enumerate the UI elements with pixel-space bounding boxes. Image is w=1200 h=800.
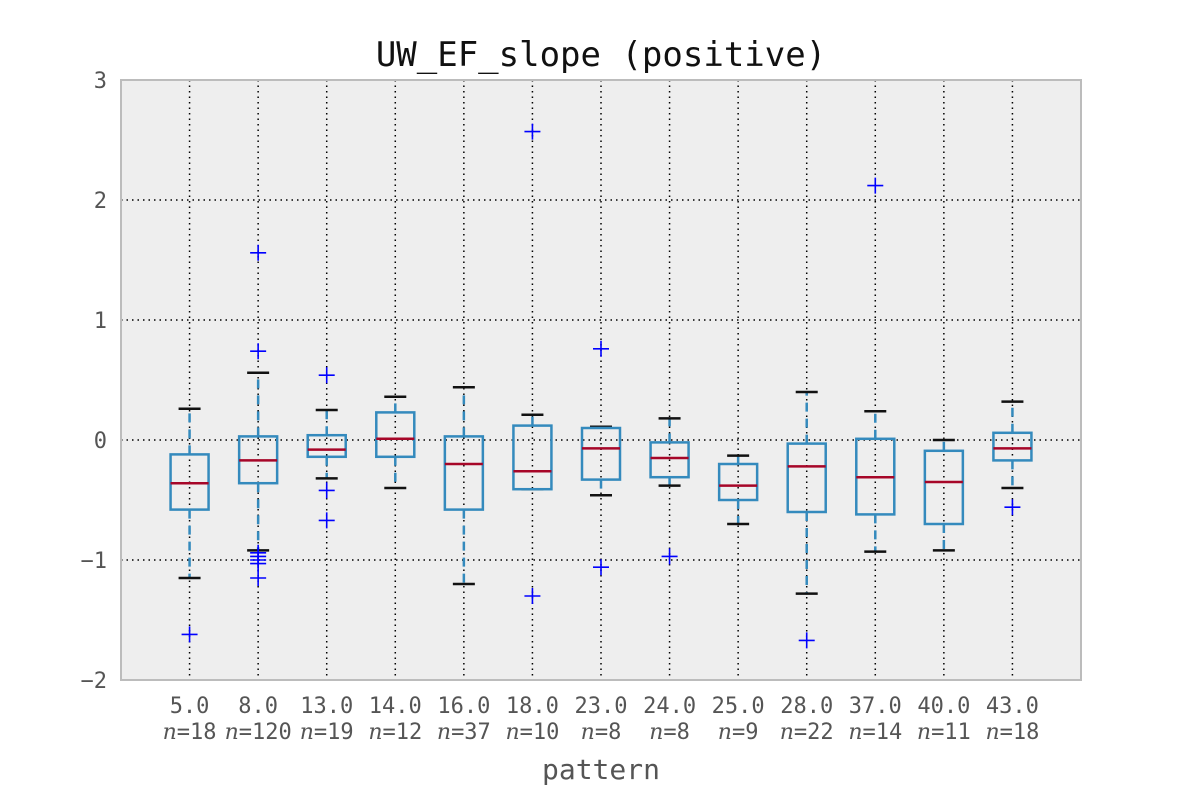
- x-tick-count: n=19: [300, 720, 354, 745]
- x-tick-label: 23.0: [575, 694, 628, 719]
- x-tick-label: 8.0: [238, 694, 278, 719]
- y-tick-label: 0: [94, 429, 107, 454]
- iqr-box: [443, 435, 485, 511]
- flier-point: [318, 367, 335, 384]
- y-axis-ticks: −2 −1 0 1 2 3: [81, 69, 108, 694]
- flier-point: [250, 343, 267, 360]
- box-series: [169, 123, 1033, 649]
- flier-point: [250, 555, 267, 572]
- box-5.0: [169, 407, 210, 643]
- box-16.0: [443, 385, 485, 586]
- flier-point: [181, 626, 198, 643]
- x-tick-count: n=14: [848, 720, 902, 745]
- x-tick-label: 25.0: [712, 694, 765, 719]
- iqr-box: [375, 411, 416, 459]
- flier-point: [524, 588, 541, 604]
- flier-point: [867, 177, 884, 194]
- iqr-box: [923, 449, 965, 526]
- x-tick-count: n=10: [505, 720, 559, 745]
- box-14.0: [375, 395, 416, 490]
- flier-point: [318, 512, 335, 529]
- x-tick-label: 13.0: [300, 694, 353, 719]
- y-tick-label: 2: [94, 189, 107, 214]
- x-tick-label: 5.0: [170, 694, 210, 719]
- box-13.0: [306, 367, 347, 529]
- box-23.0: [580, 340, 622, 576]
- iqr-box: [580, 426, 622, 481]
- box-40.0: [923, 438, 965, 552]
- iqr-box: [786, 442, 827, 514]
- x-tick-label: 16.0: [437, 694, 490, 719]
- x-tick-count: n=8: [581, 720, 622, 745]
- x-tick-count: n=8: [649, 720, 690, 745]
- flier-point: [250, 570, 267, 586]
- flier-point: [661, 548, 678, 565]
- x-tick-label: 18.0: [506, 694, 559, 719]
- x-tick-label: 14.0: [369, 694, 422, 719]
- flier-point: [1004, 499, 1021, 516]
- chart-title: UW_EF_slope (positive): [376, 35, 826, 75]
- x-tick-count: n=9: [718, 720, 759, 745]
- y-tick-label: 3: [94, 69, 107, 94]
- x-tick-label: 28.0: [780, 694, 833, 719]
- flier-point: [593, 340, 609, 357]
- iqr-box: [649, 441, 690, 479]
- box-28.0: [786, 390, 827, 649]
- x-tick-count: n=120: [225, 720, 292, 745]
- x-axis-ticks: 5.0n=188.0n=12013.0n=1914.0n=1216.0n=371…: [163, 694, 1040, 745]
- x-tick-count: n=18: [985, 720, 1039, 745]
- flier-point: [250, 244, 267, 261]
- box-24.0: [649, 417, 690, 565]
- plot-frame: [120, 79, 1082, 681]
- plot-area: [121, 80, 1081, 680]
- x-tick-label: 37.0: [849, 694, 902, 719]
- iqr-box: [306, 433, 347, 459]
- box-37.0: [855, 177, 896, 553]
- x-axis-label: pattern: [542, 753, 660, 786]
- flier-point: [593, 559, 609, 576]
- y-tick-label: −2: [81, 669, 108, 694]
- iqr-box: [717, 462, 759, 502]
- x-tick-label: 43.0: [986, 694, 1039, 719]
- x-tick-count: n=12: [368, 720, 422, 745]
- flier-point: [524, 123, 541, 140]
- x-tick-count: n=37: [437, 720, 491, 745]
- flier-point: [798, 632, 815, 649]
- box-25.0: [717, 454, 759, 526]
- x-tick-label: 40.0: [917, 694, 970, 719]
- y-tick-label: 1: [94, 309, 107, 334]
- x-tick-label: 24.0: [643, 694, 696, 719]
- iqr-box: [512, 424, 553, 491]
- x-tick-count: n=11: [917, 720, 971, 745]
- box-43.0: [992, 400, 1033, 516]
- flier-point: [318, 482, 335, 499]
- iqr-box: [992, 431, 1033, 462]
- box-8.0: [237, 244, 279, 586]
- x-tick-count: n=18: [163, 720, 217, 745]
- box-18.0: [512, 123, 553, 604]
- x-tick-count: n=22: [780, 720, 834, 745]
- y-tick-label: −1: [81, 549, 108, 574]
